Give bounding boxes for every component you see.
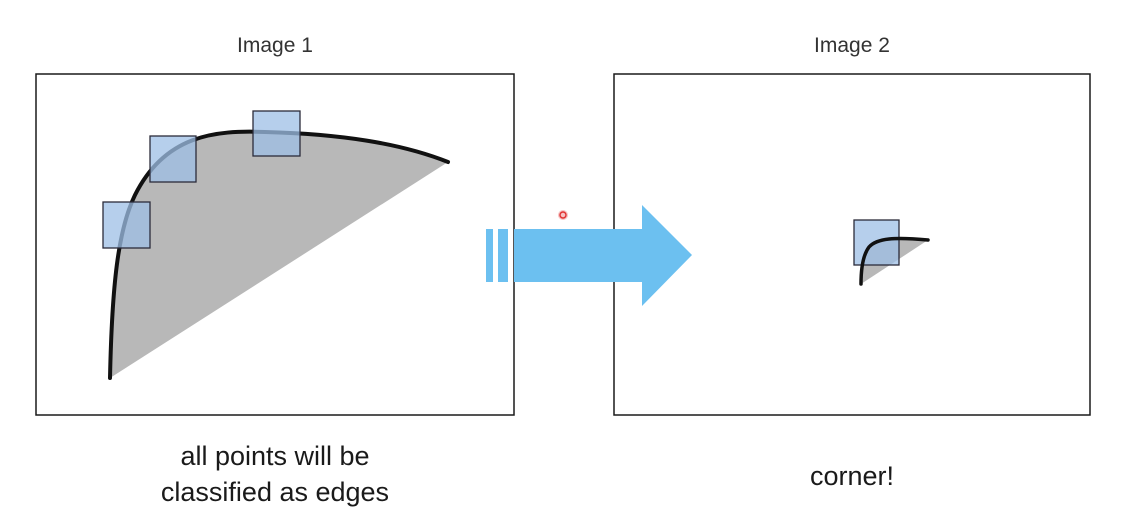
cursor-dot-icon (558, 210, 568, 220)
image2-caption: corner! (809, 461, 895, 491)
image2-curve (859, 236, 930, 286)
image1-caption-line1: all points will be (180, 441, 370, 471)
image1-caption: all points will be classified as edges (36, 438, 514, 510)
image2-frame (613, 73, 1091, 416)
image1-window-top (252, 110, 301, 157)
image1-title: Image 1 (237, 34, 313, 57)
arrow-icon (486, 205, 692, 306)
image1-caption-line2: classified as edges (160, 477, 390, 507)
arrow-stripe-1 (486, 229, 493, 282)
image2-title: Image 2 (814, 34, 890, 57)
image1-window-upper-left (149, 135, 197, 183)
arrow-stripe-2 (498, 229, 508, 282)
arrow-body (514, 205, 692, 306)
image1-window-left (102, 201, 151, 249)
image1-region (110, 131, 448, 378)
